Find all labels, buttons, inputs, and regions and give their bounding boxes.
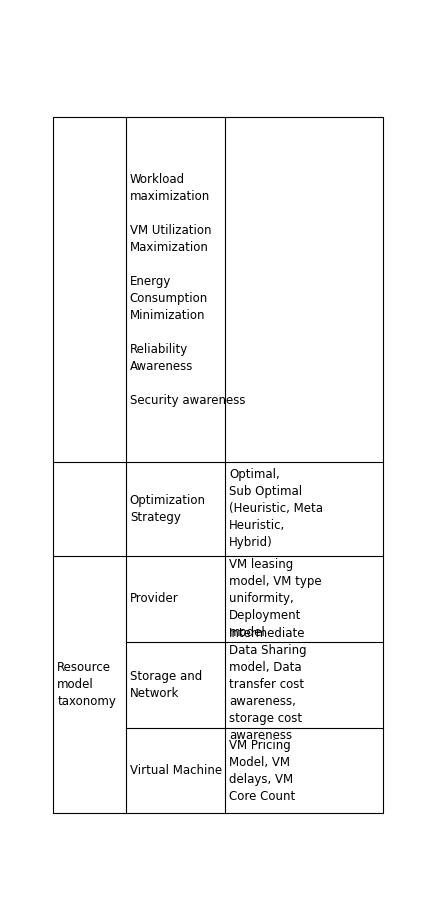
Text: Provider: Provider: [130, 592, 178, 605]
Text: Workload
maximization

VM Utilization
Maximization

Energy
Consumption
Minimizat: Workload maximization VM Utilization Max…: [130, 173, 245, 407]
Text: Optimal,
Sub Optimal
(Heuristic, Meta
Heuristic,
Hybrid): Optimal, Sub Optimal (Heuristic, Meta He…: [229, 468, 323, 549]
Text: VM Pricing
Model, VM
delays, VM
Core Count: VM Pricing Model, VM delays, VM Core Cou…: [229, 739, 295, 802]
Text: Optimization
Strategy: Optimization Strategy: [130, 494, 206, 524]
Text: Virtual Machine: Virtual Machine: [130, 764, 222, 777]
Text: Intermediate
Data Sharing
model, Data
transfer cost
awareness,
storage cost
awar: Intermediate Data Sharing model, Data tr…: [229, 627, 307, 742]
Text: Storage and
Network: Storage and Network: [130, 669, 202, 700]
Text: VM leasing
model, VM type
uniformity,
Deployment
model: VM leasing model, VM type uniformity, De…: [229, 558, 322, 639]
Text: Resource
model
taxonomy: Resource model taxonomy: [57, 661, 116, 708]
